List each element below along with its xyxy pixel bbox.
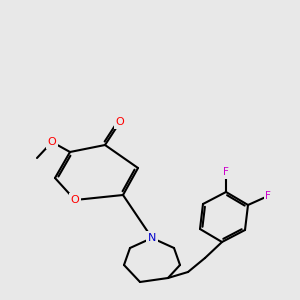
Text: N: N [148, 233, 156, 243]
Text: F: F [265, 191, 271, 201]
Text: F: F [223, 167, 229, 177]
Text: O: O [116, 117, 124, 127]
Text: O: O [70, 195, 80, 205]
Text: O: O [48, 137, 56, 147]
